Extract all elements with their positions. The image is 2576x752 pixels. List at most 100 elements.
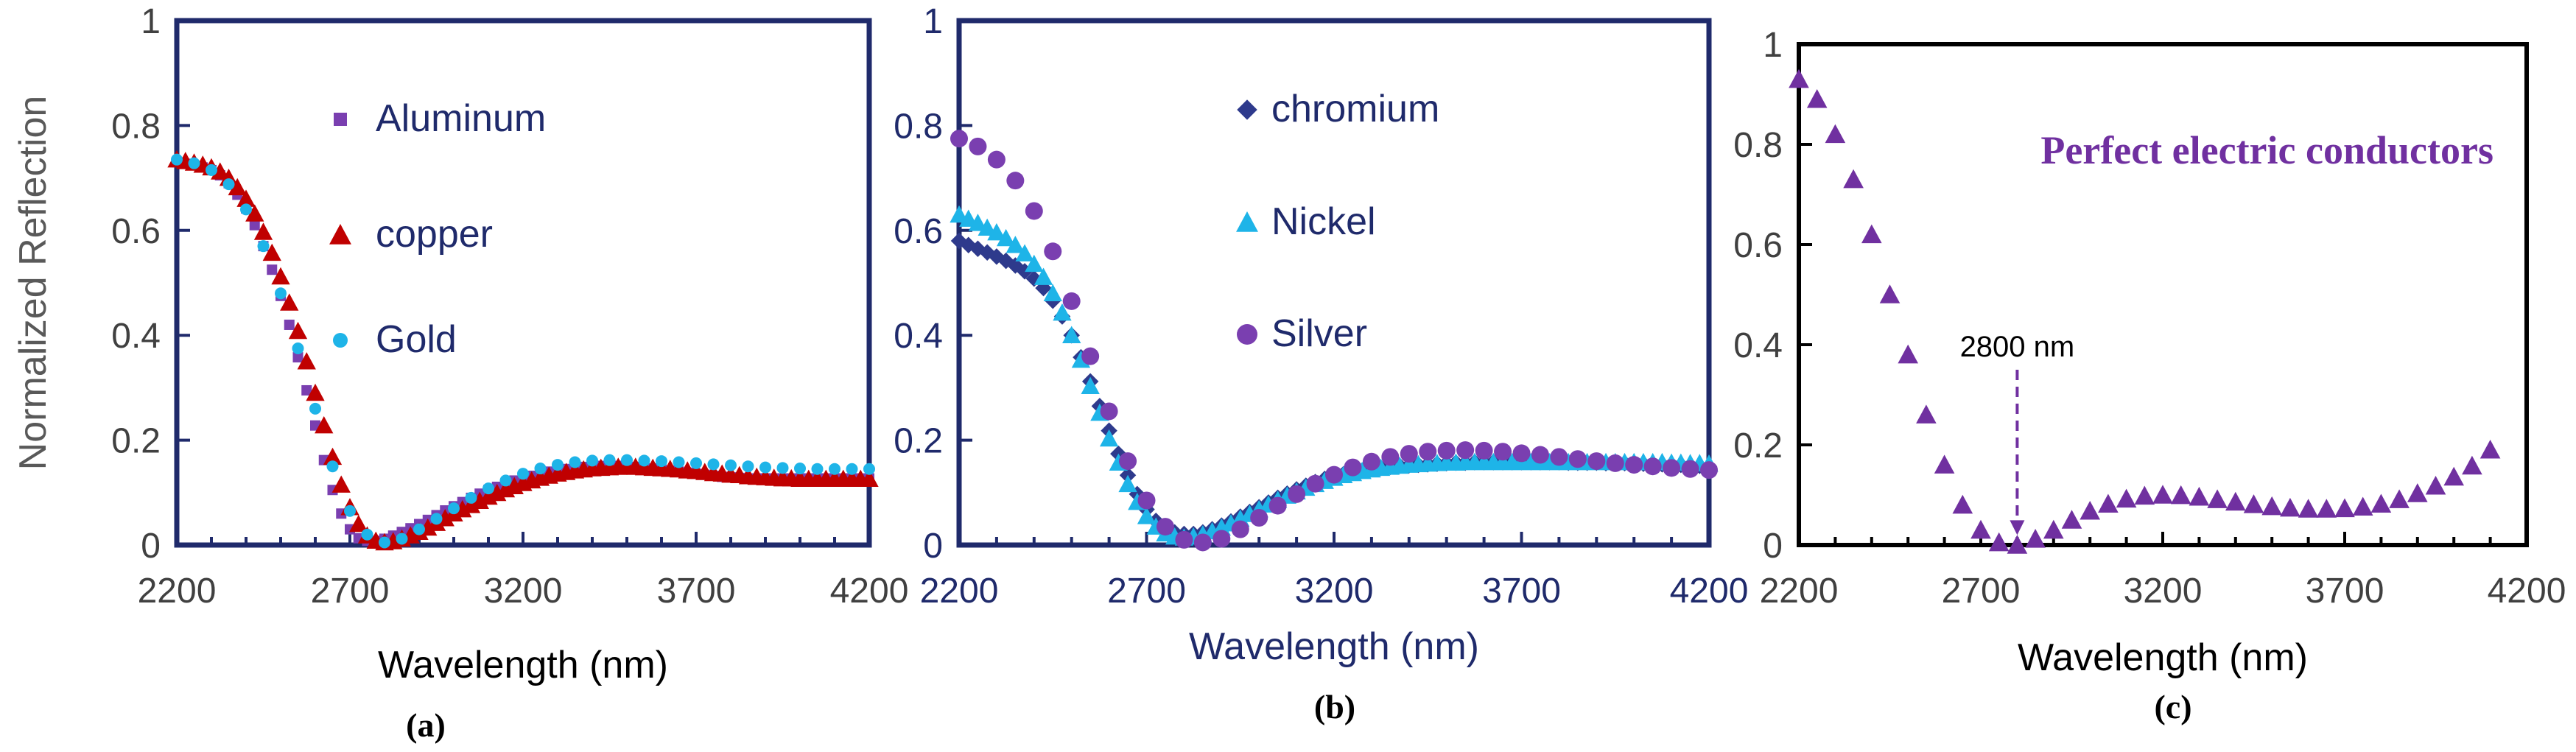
data-point [262, 243, 281, 261]
data-point [2370, 493, 2392, 513]
data-point [1456, 441, 1475, 460]
data-point [249, 219, 260, 231]
data-point [188, 157, 200, 169]
data-point [2443, 466, 2464, 486]
data-point [1062, 292, 1081, 310]
data-point [309, 402, 321, 415]
data-point [2189, 486, 2210, 506]
y-tick-label: 0.6 [894, 212, 943, 251]
data-point [586, 454, 598, 467]
y-tick-label: 0.2 [894, 422, 943, 461]
data-point [707, 458, 720, 471]
data-point [1062, 326, 1081, 343]
data-point [1952, 494, 1973, 514]
data-point [1700, 461, 1718, 479]
data-point [228, 178, 247, 196]
data-point [2425, 475, 2446, 495]
data-point [1970, 519, 1991, 539]
data-point [1568, 450, 1587, 468]
y-tick-label: 0.2 [111, 422, 161, 461]
data-point [1118, 474, 1137, 493]
data-point [1212, 530, 1231, 548]
series-gold [171, 153, 875, 549]
data-point [1025, 202, 1043, 220]
data-point [950, 130, 968, 148]
data-point [1934, 454, 1955, 474]
data-point [361, 528, 373, 541]
x-tick-label: 3700 [2306, 572, 2384, 611]
y-tick-label: 0.4 [894, 317, 943, 356]
data-point [448, 502, 460, 515]
data-point [969, 137, 987, 155]
data-point [2261, 496, 2282, 516]
data-point [2316, 499, 2337, 518]
annotation-arrow-head [2010, 520, 2025, 535]
data-point [1400, 445, 1418, 463]
y-axis-label: Normalized Reflection [12, 96, 55, 471]
data-point [211, 162, 230, 180]
data-point [776, 462, 789, 474]
data-point [275, 287, 287, 300]
y-tick-label: 0.4 [1733, 326, 1783, 365]
series-copper [167, 150, 879, 551]
data-point [2207, 489, 2228, 508]
data-point [1512, 444, 1531, 463]
data-point [1006, 236, 1025, 253]
data-point [2334, 498, 2355, 518]
data-point [2480, 440, 2501, 459]
data-point [301, 384, 312, 396]
data-point [2462, 455, 2482, 475]
panel-a-chart: 0 0.2 0.4 0.6 0.8 1 2200 2700 3200 3700 4200 Wavele… [12, 2, 908, 686]
data-point [292, 342, 304, 354]
data-point [2061, 510, 2082, 529]
data-point [1006, 172, 1025, 190]
data-point [323, 447, 343, 465]
data-point [499, 474, 512, 487]
data-point [465, 491, 477, 504]
data-point [2043, 519, 2064, 539]
data-point [829, 463, 840, 475]
x-tick-label: 2700 [1942, 572, 2021, 611]
data-point [1861, 224, 1882, 244]
data-point [315, 416, 334, 434]
data-point [1175, 530, 1193, 549]
data-point [1193, 533, 1212, 552]
data-point [552, 459, 564, 471]
data-point [1231, 520, 1249, 538]
data-point [1531, 446, 1549, 464]
legend-label: Aluminum [376, 97, 546, 140]
data-point [621, 454, 633, 466]
data-point [1344, 458, 1362, 477]
legend-marker [333, 333, 348, 348]
data-point [171, 153, 183, 166]
data-point [811, 463, 824, 475]
data-point [1156, 518, 1174, 536]
x-axis-label: Wavelength (nm) [1189, 625, 1479, 668]
pec-annotation: Perfect electric conductors [2040, 128, 2493, 172]
legend-label: Silver [1271, 312, 1367, 355]
data-point [1268, 496, 1287, 515]
legend-label: chromium [1271, 88, 1439, 130]
data-point [253, 222, 273, 240]
data-point [1015, 244, 1034, 261]
data-point [1625, 456, 1643, 474]
x-tick-label: 2700 [1107, 572, 1186, 611]
legend-label: copper [376, 213, 493, 256]
data-point [1419, 443, 1437, 461]
data-point [1643, 457, 1662, 476]
data-point [1494, 443, 1512, 461]
legend-marker [329, 224, 351, 245]
data-point [846, 463, 858, 475]
data-point [1437, 441, 1456, 460]
data-point [2025, 529, 2046, 548]
data-point [987, 150, 1006, 169]
data-point [222, 178, 235, 191]
data-point [482, 482, 494, 495]
panel-b-caption: (b) [1314, 688, 1355, 725]
data-point [267, 264, 278, 275]
x-axis-label: Wavelength (nm) [2018, 636, 2308, 679]
data-point [725, 459, 737, 471]
data-point [1119, 452, 1137, 471]
data-point [1789, 68, 1809, 88]
data-point [344, 505, 356, 517]
